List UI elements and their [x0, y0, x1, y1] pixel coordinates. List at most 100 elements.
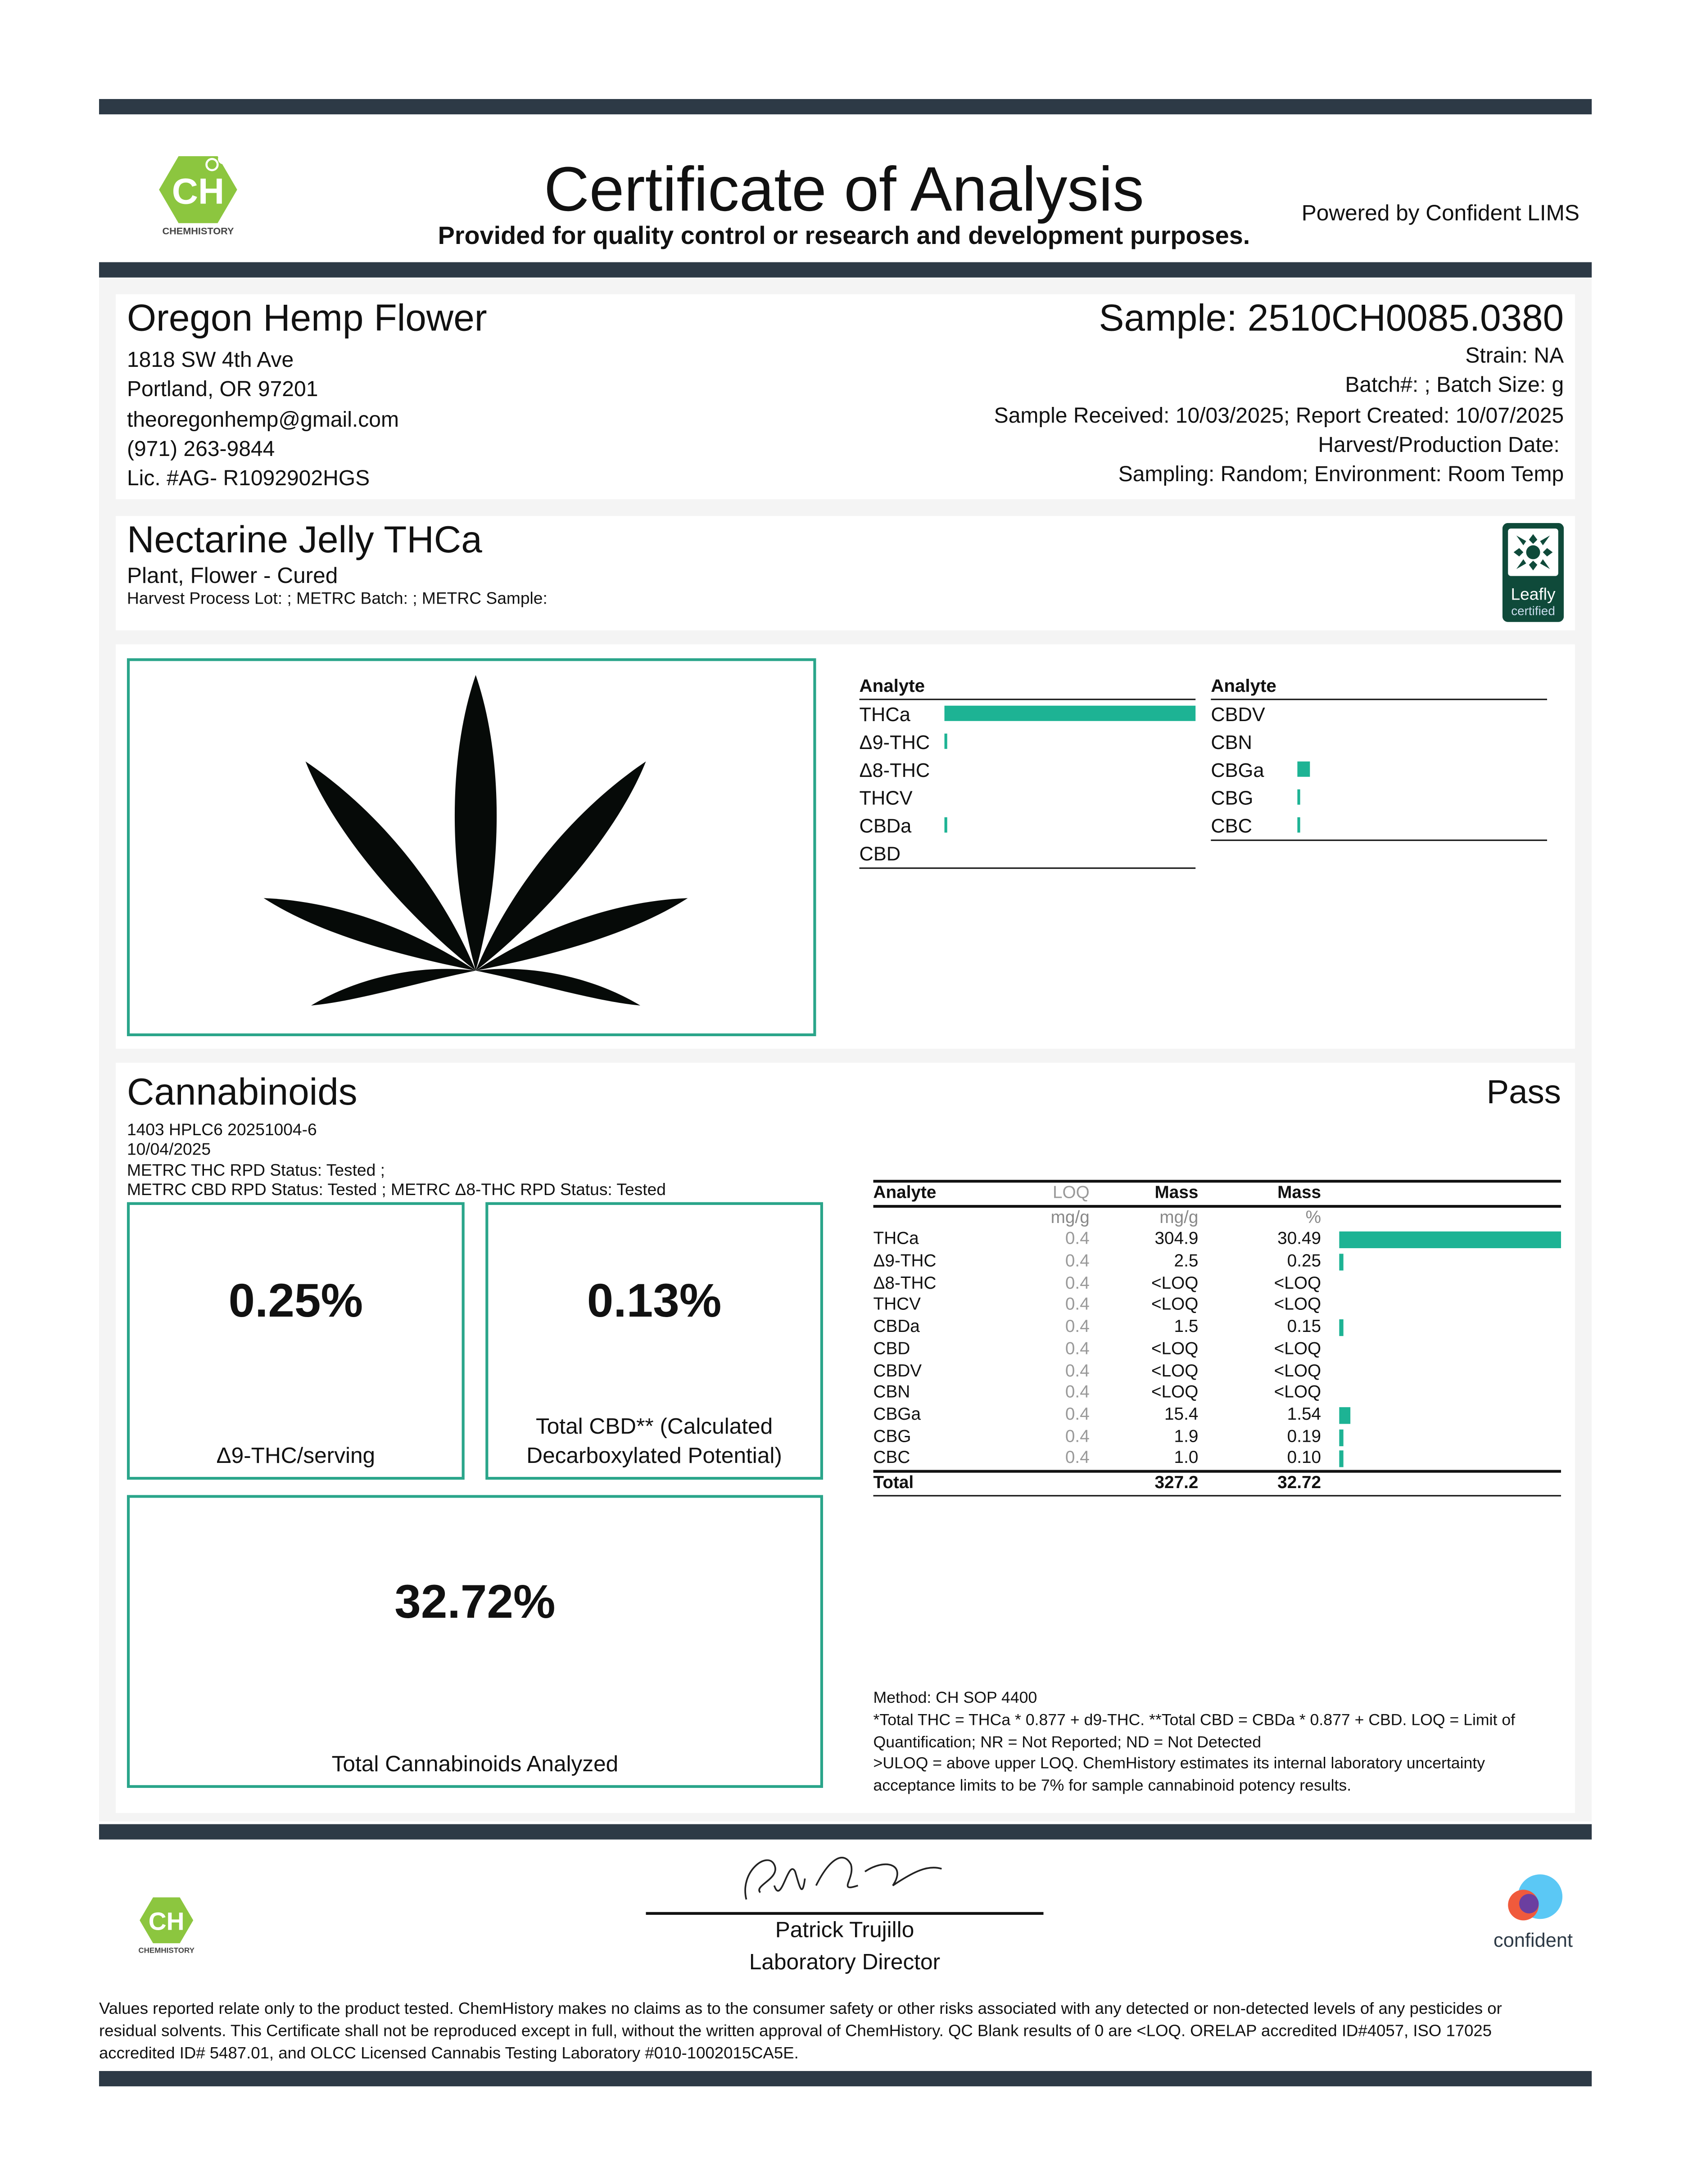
sample-details: Strain: NA Batch#: ; Batch Size: g Sampl…	[994, 342, 1564, 490]
analyte: Δ8-THC	[873, 1272, 937, 1293]
leafly-certified-badge: Leafly certified	[1502, 523, 1564, 622]
mass-pct: 30.49	[1277, 1229, 1321, 1249]
analyte-name: CBGa	[1211, 758, 1264, 781]
signature-line	[646, 1912, 1044, 1914]
test-meta: 1403 HPLC6 20251004-6 10/04/2025 METRC T…	[127, 1120, 666, 1200]
client-address: 1818 SW 4th Ave	[127, 348, 294, 373]
product-type: Plant, Flower - Cured	[127, 564, 338, 589]
mass-pct: 0.19	[1287, 1426, 1321, 1446]
analyte: CBC	[873, 1448, 910, 1468]
loq: 0.4	[1065, 1404, 1090, 1424]
thc-serving-box: 0.25% Δ9-THC/serving	[127, 1202, 465, 1480]
analyte: Total	[873, 1472, 914, 1492]
result-bar	[1339, 1407, 1351, 1424]
analyte-name: THCV	[859, 786, 913, 809]
analyte-name: THCa	[859, 703, 910, 726]
top-bar	[99, 99, 1592, 115]
mass-mg-g: 1.0	[1174, 1448, 1199, 1468]
dates: Sample Received: 10/03/2025; Report Crea…	[994, 404, 1564, 428]
svg-text:CH: CH	[172, 171, 224, 212]
mass-pct: %	[1305, 1207, 1321, 1227]
analyte: CBGa	[873, 1404, 921, 1424]
mass-mg-g: 15.4	[1164, 1404, 1199, 1424]
mass-mg-g: mg/g	[1159, 1207, 1199, 1227]
mass-mg-g: <LOQ	[1151, 1272, 1199, 1293]
table-row: CBGa 0.4 15.4 1.54	[873, 1404, 1561, 1426]
mass-mg-g: Mass	[1154, 1182, 1199, 1202]
table-row: CBDa 0.4 1.5 0.15	[873, 1317, 1561, 1339]
loq: 0.4	[1065, 1426, 1090, 1446]
mass-pct: <LOQ	[1274, 1360, 1321, 1380]
mass-mg-g: 2.5	[1174, 1251, 1199, 1271]
instrument-run: 1403 HPLC6 20251004-6	[127, 1119, 317, 1140]
svg-text:confident: confident	[1493, 1930, 1573, 1951]
loq: 0.4	[1065, 1229, 1090, 1249]
mass-mg-g: <LOQ	[1151, 1360, 1199, 1380]
summary-row: THCa	[860, 700, 1196, 728]
analyte: THCa	[873, 1229, 919, 1249]
result-bar	[1339, 1232, 1561, 1249]
analyte-name: CBN	[1211, 731, 1252, 754]
method: Method: CH SOP 4400	[873, 1690, 1037, 1707]
analyte-header: Analyte	[859, 675, 1196, 700]
disclaimer-line: residual solvents. This Certificate shal…	[99, 2020, 1492, 2040]
summary-bar	[1297, 789, 1300, 805]
loq: 0.4	[1065, 1272, 1090, 1293]
mass-pct: 0.10	[1287, 1448, 1321, 1468]
bottom-bar	[99, 2071, 1592, 2087]
mass-mg-g: <LOQ	[1151, 1382, 1199, 1402]
summary-row: CBN	[1211, 728, 1547, 756]
sample-id: Sample: 2510CH0085.0380	[1099, 297, 1564, 339]
summary-row: CBDa	[860, 812, 1196, 839]
signer-name: Patrick Trujillo	[775, 1919, 914, 1943]
section-title: Cannabinoids	[127, 1071, 358, 1113]
loq: 0.4	[1065, 1317, 1090, 1336]
table-row: CBDV 0.4 <LOQ <LOQ	[873, 1360, 1561, 1382]
svg-text:CH: CH	[149, 1907, 185, 1935]
signer-title: Laboratory Director	[749, 1951, 941, 1975]
summary-bar	[944, 817, 947, 833]
summary-bar	[1297, 761, 1310, 777]
thc-rpd-status: METRC THC RPD Status: Tested ;	[127, 1160, 385, 1179]
summary-table-left: Analyte THCa Δ9-THC Δ8-THC THCV CBDa CBD	[859, 675, 1196, 869]
analyte: CBD	[873, 1338, 910, 1358]
table-row: Δ8-THC 0.4 <LOQ <LOQ	[873, 1273, 1561, 1295]
table-header: Analyte LOQ Mass Mass	[873, 1180, 1561, 1208]
summary-row: CBC	[1211, 812, 1547, 839]
mass-mg-g: 1.5	[1174, 1317, 1199, 1336]
summary-table-end	[1211, 839, 1548, 841]
method-notes: Method: CH SOP 4400 *Total THC = THCa * …	[873, 1689, 1516, 1799]
summary-row: CBG	[1211, 784, 1547, 812]
table-row: THCa 0.4 304.9 30.49	[873, 1229, 1561, 1251]
result-bar	[1339, 1451, 1343, 1468]
loq: 0.4	[1065, 1448, 1090, 1468]
note-4: acceptance limits to be 7% for sample ca…	[873, 1778, 1352, 1796]
mass-pct: 0.15	[1287, 1317, 1321, 1336]
mass-pct: <LOQ	[1274, 1295, 1321, 1314]
strain: Strain: NA	[1465, 344, 1564, 368]
disclaimer-line: accredited ID# 5487.01, and OLCC License…	[99, 2042, 799, 2062]
total-cbd-value: 0.13%	[587, 1274, 722, 1328]
product-meta: Harvest Process Lot: ; METRC Batch: ; ME…	[127, 588, 548, 608]
page-subtitle: Provided for quality control or research…	[438, 221, 1250, 250]
footer-bar	[99, 1824, 1592, 1840]
client-license: Lic. #AG- R1092902HGS	[127, 467, 370, 492]
summary-row: Δ9-THC	[860, 728, 1196, 756]
loq: 0.4	[1065, 1251, 1090, 1271]
analyte-name: CBDa	[859, 814, 912, 837]
table-row: CBG 0.4 1.9 0.19	[873, 1426, 1561, 1448]
analyte-name: CBD	[859, 842, 901, 865]
analyte: CBDV	[873, 1360, 922, 1380]
loq: 0.4	[1065, 1360, 1090, 1380]
mass-pct: 32.72	[1277, 1472, 1321, 1492]
mass-pct: Mass	[1277, 1182, 1321, 1202]
total-cannabinoids-value: 32.72%	[394, 1576, 556, 1629]
client-name: Oregon Hemp Flower	[127, 297, 487, 339]
summary-table-end	[859, 867, 1196, 869]
header-bar	[99, 262, 1592, 278]
cbd-rpd-status: METRC CBD RPD Status: Tested ; METRC Δ8-…	[127, 1179, 666, 1200]
mass-pct: <LOQ	[1274, 1382, 1321, 1402]
chemhistory-footer-logo: CH CHEMHISTORY	[138, 1897, 195, 1954]
note-3: >ULOQ = above upper LOQ. ChemHistory est…	[873, 1756, 1485, 1773]
